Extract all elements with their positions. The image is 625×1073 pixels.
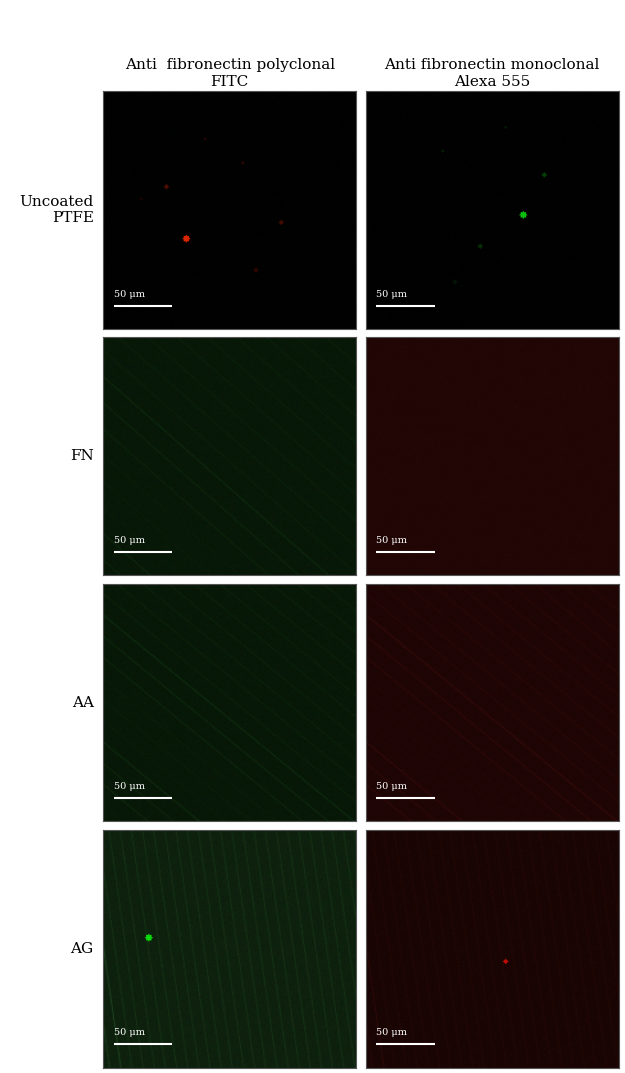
Text: 50 μm: 50 μm [114,782,145,791]
Text: AA: AA [72,695,94,709]
Text: 50 μm: 50 μm [114,1028,145,1038]
Text: 50 μm: 50 μm [114,290,145,298]
Text: AG: AG [71,942,94,956]
Text: 50 μm: 50 μm [376,782,408,791]
Text: Uncoated
PTFE: Uncoated PTFE [19,195,94,225]
Text: 50 μm: 50 μm [376,535,408,545]
Text: Anti fibronectin monoclonal
Alexa 555: Anti fibronectin monoclonal Alexa 555 [384,58,600,89]
Text: 50 μm: 50 μm [376,1028,408,1038]
Text: 50 μm: 50 μm [376,290,408,298]
Text: 50 μm: 50 μm [114,535,145,545]
Text: Anti  fibronectin polyclonal
FITC: Anti fibronectin polyclonal FITC [124,58,335,89]
Text: FN: FN [70,450,94,464]
